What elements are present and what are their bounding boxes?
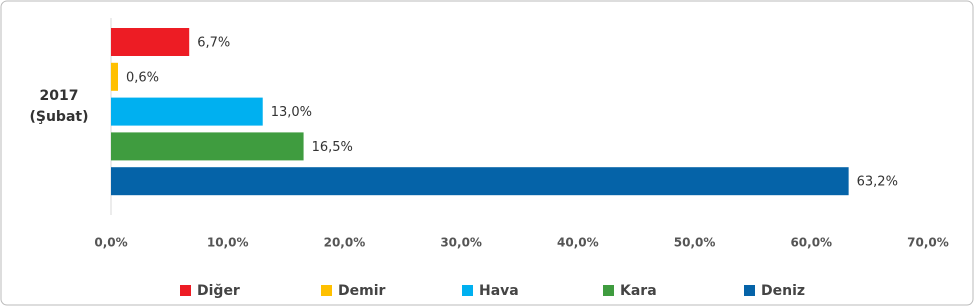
legend-swatch [744, 285, 755, 296]
x-tick-label: 60,0% [790, 236, 832, 250]
legend-swatch [462, 285, 473, 296]
bar [111, 97, 263, 126]
legend-label: Deniz [761, 283, 805, 299]
data-label: 0,6% [126, 70, 159, 85]
x-tick-label: 30,0% [440, 236, 482, 250]
x-tick-label: 10,0% [207, 236, 249, 250]
x-tick-label: 20,0% [324, 236, 366, 250]
x-tick-label: 70,0% [907, 236, 949, 250]
legend-label: Diğer [197, 283, 240, 299]
bar [111, 167, 849, 196]
legend-swatch [180, 285, 191, 296]
legend-swatch [321, 285, 332, 296]
data-label: 6,7% [197, 36, 230, 51]
legend-label: Hava [479, 283, 519, 299]
bar [111, 62, 119, 91]
legend-swatch [603, 285, 614, 296]
legend-label: Demir [338, 283, 386, 299]
bar [111, 132, 304, 161]
category-label: 2017 (Şubat) [29, 88, 89, 125]
x-tick-label: 40,0% [557, 236, 599, 250]
data-label: 63,2% [857, 175, 898, 190]
x-tick-label: 0,0% [94, 236, 127, 250]
data-label: 13,0% [271, 105, 312, 120]
x-tick-label: 50,0% [674, 236, 716, 250]
data-label: 16,5% [312, 140, 353, 155]
legend-label: Kara [620, 283, 657, 299]
bar [111, 28, 190, 56]
